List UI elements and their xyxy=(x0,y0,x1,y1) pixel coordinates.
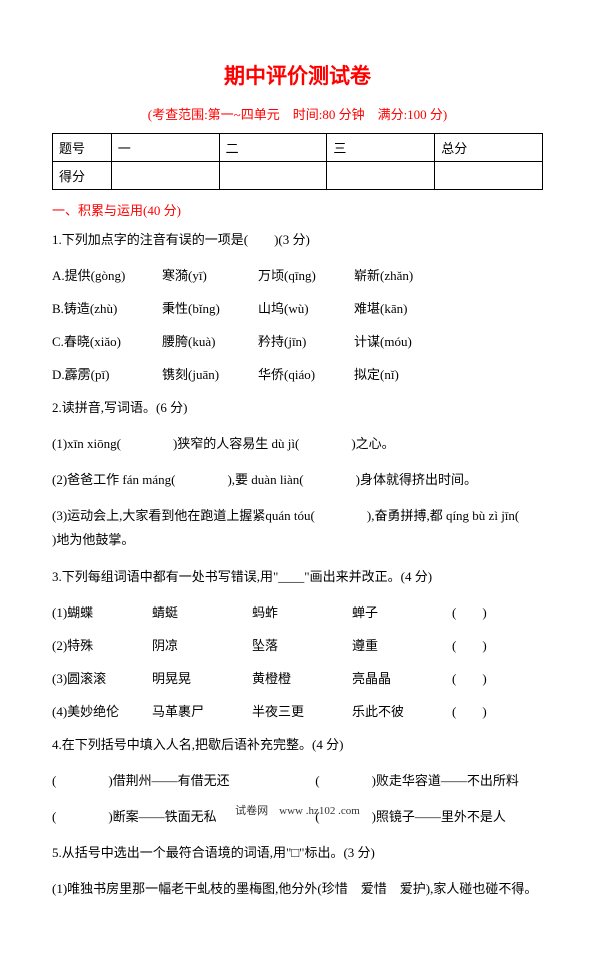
q3-cell: (2)特殊 xyxy=(52,635,152,654)
q1-option: D.霹雳(pī) xyxy=(52,364,162,383)
score-cell xyxy=(111,162,219,190)
question-2: 2.读拼音,写词语。(6 分) xyxy=(52,397,543,419)
q3-row: (3)圆滚滚 明晃晃 黄橙橙 亮晶晶 ( ) xyxy=(52,668,543,687)
q3-cell: 半夜三更 xyxy=(252,701,352,720)
q1-option: 秉性(bǐng) xyxy=(162,298,258,317)
score-header-cell: 题号 xyxy=(53,134,112,162)
score-header-cell: 总分 xyxy=(435,134,543,162)
q3-row: (2)特殊 阴凉 坠落 遵重 ( ) xyxy=(52,635,543,654)
question-5: 5.从括号中选出一个最符合语境的词语,用"□"标出。(3 分) xyxy=(52,842,543,864)
q3-cell: 遵重 xyxy=(352,635,452,654)
q1-option: 华侨(qiáo) xyxy=(258,364,354,383)
q1-option: 崭新(zhǎn) xyxy=(354,265,459,284)
q3-cell: ( ) xyxy=(452,668,522,687)
q1-option: B.铸造(zhù) xyxy=(52,298,162,317)
q4-line: ( )借荆州――有借无还 ( )败走华容道――不出所料 xyxy=(52,770,543,792)
q1-option: 难堪(kān) xyxy=(354,298,459,317)
q2-line: (2)爸爸工作 fán máng( ),要 duàn liàn( )身体就得挤出… xyxy=(52,469,543,491)
page-subtitle: (考查范围:第一~四单元 时间:80 分钟 满分:100 分) xyxy=(52,104,543,123)
q1-option: 镌刻(juān) xyxy=(162,364,258,383)
page-title: 期中评价测试卷 xyxy=(52,60,543,90)
section-heading: 一、积累与运用(40 分) xyxy=(52,200,543,219)
q4-item: ( )败走华容道――不出所料 xyxy=(315,773,519,788)
question-3: 3.下列每组词语中都有一处书写错误,用"____"画出来并改正。(4 分) xyxy=(52,566,543,588)
q1-option-row: D.霹雳(pī) 镌刻(juān) 华侨(qiáo) 拟定(nǐ) xyxy=(52,364,543,383)
q3-cell: ( ) xyxy=(452,701,522,720)
score-table: 题号 一 二 三 总分 得分 xyxy=(52,133,543,190)
q3-cell: 乐此不彼 xyxy=(352,701,452,720)
q5-line: (1)唯独书房里那一幅老干虬枝的墨梅图,他分外(珍惜 爱惜 爱护),家人碰也碰不… xyxy=(52,878,543,900)
score-table-value-row: 得分 xyxy=(53,162,543,190)
q3-cell: 黄橙橙 xyxy=(252,668,352,687)
question-4: 4.在下列括号中填入人名,把歇后语补充完整。(4 分) xyxy=(52,734,543,756)
q3-cell: 明晃晃 xyxy=(152,668,252,687)
score-table-header-row: 题号 一 二 三 总分 xyxy=(53,134,543,162)
q3-cell: (4)美妙绝伦 xyxy=(52,701,152,720)
q1-option-row: C.春晓(xiǎo) 腰胯(kuà) 矜持(jīn) 计谋(móu) xyxy=(52,331,543,350)
q1-option: 腰胯(kuà) xyxy=(162,331,258,350)
q2-line: (1)xīn xiōng( )狭窄的人容易生 dù jì( )之心。 xyxy=(52,433,543,455)
q3-cell: 阴凉 xyxy=(152,635,252,654)
q3-cell: 蝉子 xyxy=(352,602,452,621)
q1-option: 寒漪(yī) xyxy=(162,265,258,284)
score-cell xyxy=(435,162,543,190)
q3-cell: 坠落 xyxy=(252,635,352,654)
q4-item: ( )借荆州――有借无还 xyxy=(52,770,312,792)
q3-cell: ( ) xyxy=(452,635,522,654)
q3-cell: 马革裹尸 xyxy=(152,701,252,720)
score-header-cell: 一 xyxy=(111,134,219,162)
score-row-label: 得分 xyxy=(53,162,112,190)
q3-cell: 亮晶晶 xyxy=(352,668,452,687)
q2-line: )地为他鼓掌。 xyxy=(52,529,543,551)
q1-option: 矜持(jīn) xyxy=(258,331,354,350)
q3-row: (1)蝴蝶 蜻蜓 蚂蚱 蝉子 ( ) xyxy=(52,602,543,621)
score-header-cell: 三 xyxy=(327,134,435,162)
q1-option: 山坞(wù) xyxy=(258,298,354,317)
q3-cell: 蜻蜓 xyxy=(152,602,252,621)
q3-cell: 蚂蚱 xyxy=(252,602,352,621)
q1-option: 拟定(nǐ) xyxy=(354,364,459,383)
q1-option: A.提供(gòng) xyxy=(52,265,162,284)
score-cell xyxy=(219,162,327,190)
q3-row: (4)美妙绝伦 马革裹尸 半夜三更 乐此不彼 ( ) xyxy=(52,701,543,720)
score-cell xyxy=(327,162,435,190)
q3-cell: (3)圆滚滚 xyxy=(52,668,152,687)
question-1: 1.下列加点字的注音有误的一项是( )(3 分) xyxy=(52,229,543,251)
q1-option: C.春晓(xiǎo) xyxy=(52,331,162,350)
q2-line: (3)运动会上,大家看到他在跑道上握紧quán tóu( ),奋勇拼搏,都 qí… xyxy=(52,505,543,527)
page-footer: 试卷网 www .hz102 .com xyxy=(0,802,595,818)
q1-option: 计谋(móu) xyxy=(354,331,459,350)
q3-cell: (1)蝴蝶 xyxy=(52,602,152,621)
q1-option-row: A.提供(gòng) 寒漪(yī) 万顷(qīng) 崭新(zhǎn) xyxy=(52,265,543,284)
score-header-cell: 二 xyxy=(219,134,327,162)
q1-option: 万顷(qīng) xyxy=(258,265,354,284)
q3-cell: ( ) xyxy=(452,602,522,621)
q1-option-row: B.铸造(zhù) 秉性(bǐng) 山坞(wù) 难堪(kān) xyxy=(52,298,543,317)
